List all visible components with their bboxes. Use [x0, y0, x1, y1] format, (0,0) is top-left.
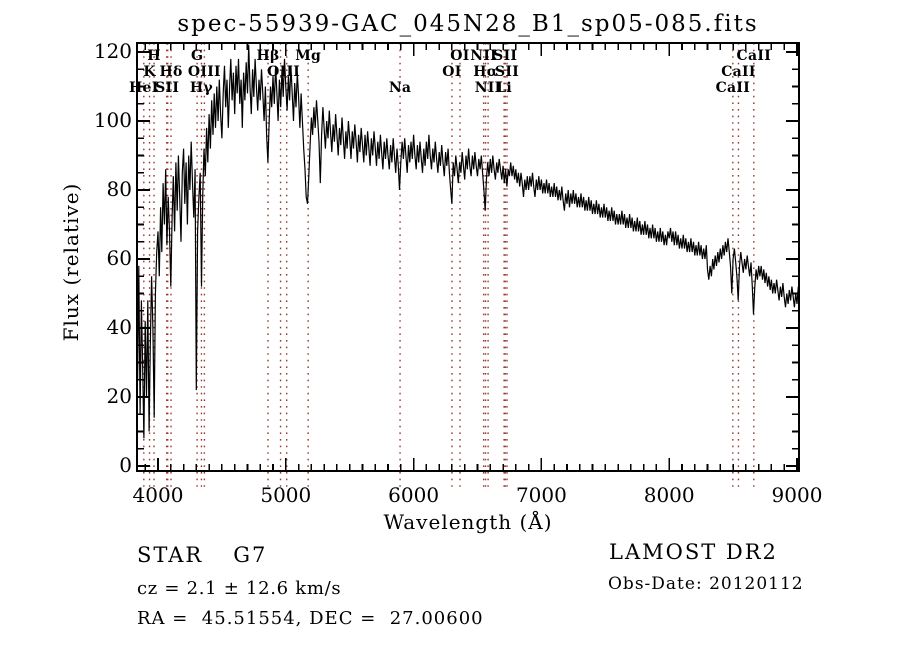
x-tick-label: 5000 [260, 483, 312, 507]
spectral-line-label: Hγ [189, 80, 213, 96]
spectral-line-label: OI [442, 64, 462, 80]
plot-frame [136, 42, 800, 472]
spectral-line-label: Hα [473, 64, 498, 80]
spectral-line-label: OI [450, 48, 470, 64]
spectrum-trace [137, 45, 799, 439]
spectral-line-label: OIII [187, 64, 221, 80]
spectral-line-label: SII [494, 64, 520, 80]
x-tick-label: 9000 [771, 483, 823, 507]
spectral-line-label: NII [470, 48, 498, 64]
y-tick-label: 40 [106, 315, 132, 339]
x-tick-label: 4000 [132, 483, 184, 507]
spectral-line-label: Hδ [159, 64, 183, 80]
plot-title: spec-55939-GAC_045N28_B1_sp05-085.fits [177, 11, 759, 37]
y-tick-label: 120 [93, 39, 132, 63]
x-tick-label: 6000 [388, 483, 440, 507]
spectral-line-label: HeI [129, 80, 159, 96]
y-tick-label: 80 [106, 177, 132, 201]
spectral-line-label: G [190, 48, 204, 64]
x-axis-title: Wavelength (Å) [383, 510, 553, 534]
spectral-line-label: OIII [267, 64, 301, 80]
spectral-line-label: CaII [721, 64, 756, 80]
y-tick-label: 60 [106, 246, 132, 270]
x-tick-label: 7000 [515, 483, 567, 507]
y-tick-label: 100 [93, 108, 132, 132]
spectral-line-label: NII [474, 80, 502, 96]
spectral-line-label: Hβ [256, 48, 280, 64]
spectral-line-label: K [143, 64, 156, 80]
ra-dec-line: RA = 45.51554, DEC = 27.00600 [137, 608, 484, 629]
survey-label: LAMOST DR2 [609, 540, 778, 564]
cz-line: cz = 2.1 ± 12.6 km/s [137, 578, 342, 599]
y-axis-title: Flux (relative) [59, 182, 83, 342]
spectral-line-label: SII [155, 80, 180, 96]
spectral-line-label: SII [493, 48, 518, 64]
spectral-line-label: Mg [295, 48, 322, 64]
spectral-line-label: Li [496, 80, 512, 96]
object-subclass: G7 [233, 543, 268, 567]
y-tick-label: 0 [119, 453, 132, 477]
spectral-line-label: H [147, 48, 161, 64]
object-class: STAR [137, 543, 204, 567]
spectral-line-label: CaII [736, 48, 772, 64]
spectral-line-label: Na [388, 80, 412, 96]
obs-date-line: Obs-Date: 20120112 [608, 574, 804, 594]
y-tick-label: 20 [106, 384, 132, 408]
object-class-line: STAR G7 [137, 543, 267, 567]
x-tick-label: 8000 [643, 483, 695, 507]
spectral-line-label: CaII [715, 80, 751, 96]
